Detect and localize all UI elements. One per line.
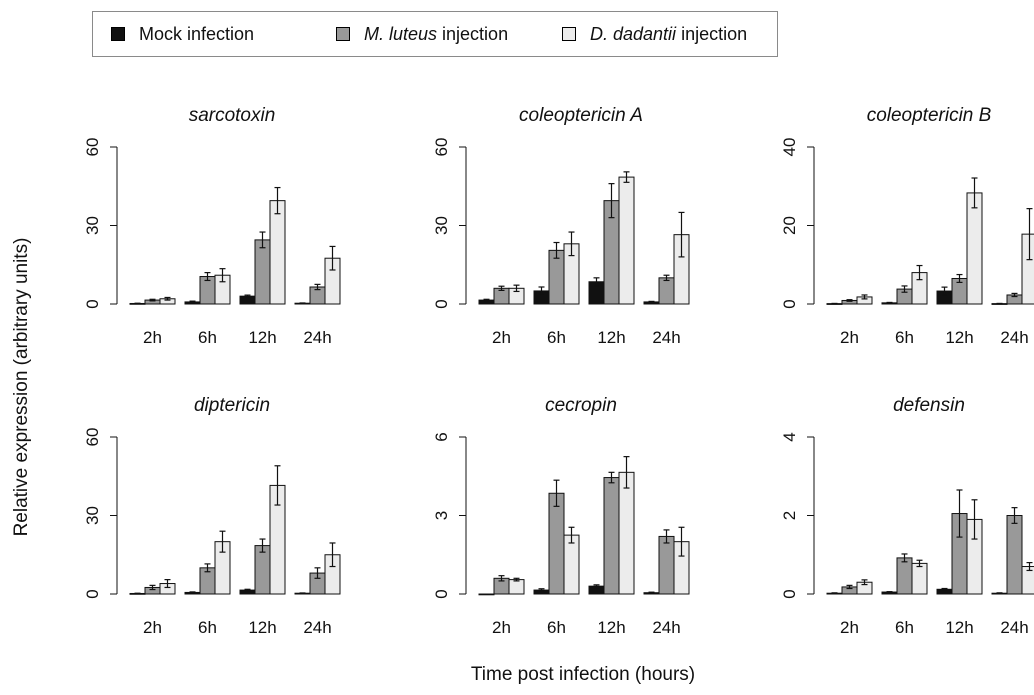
x-tick-label: 2h: [492, 618, 511, 637]
panel-title: coleoptericin A: [519, 105, 643, 126]
y-tick-label: 40: [780, 138, 799, 157]
y-tick-label: 0: [83, 299, 102, 308]
y-tick-label: 3: [432, 511, 451, 520]
bar: [658, 277, 675, 305]
x-axis-title: Time post infection (hours): [470, 664, 696, 685]
bar: [254, 545, 271, 595]
x-tick-label: 6h: [198, 328, 217, 347]
y-tick-label: 4: [780, 432, 799, 441]
legend-swatch-mock: [111, 27, 125, 41]
bar: [548, 492, 565, 595]
x-tick-label: 6h: [198, 618, 217, 637]
x-tick-label: 24h: [652, 328, 680, 347]
bar: [563, 534, 580, 595]
panel-defensin: defensin 0 2 4 2h 6h 12h 24h: [780, 395, 1034, 637]
x-tick-label: 6h: [547, 328, 566, 347]
bar: [966, 192, 983, 305]
panel-cecropin: cecropin 0 3 6 2h 6h 12h 24h: [432, 395, 690, 637]
y-tick-label: 2: [780, 511, 799, 520]
x-tick-label: 12h: [945, 328, 973, 347]
bar: [254, 239, 271, 305]
y-tick-label: 0: [780, 299, 799, 308]
y-tick-label: 6: [432, 432, 451, 441]
x-tick-label: 24h: [652, 618, 680, 637]
bar: [603, 477, 620, 595]
panel-title: defensin: [893, 395, 965, 416]
x-tick-label: 12h: [597, 328, 625, 347]
y-tick-label: 30: [83, 216, 102, 235]
panel-coleoptericin-A: coleoptericin A 0 30 60 2h 6h 12h 24h: [432, 105, 690, 347]
y-tick-label: 60: [83, 138, 102, 157]
y-tick-label: 20: [780, 216, 799, 235]
bar: [508, 579, 525, 595]
y-tick-label: 30: [432, 216, 451, 235]
legend-item-ddadantii: D. dadantii injection: [562, 12, 747, 56]
x-tick-label: 6h: [895, 328, 914, 347]
legend-item-mock: Mock infection: [111, 12, 254, 56]
x-tick-label: 12h: [248, 328, 276, 347]
x-tick-label: 2h: [840, 328, 859, 347]
panel-sarcotoxin: sarcotoxin 0 30 60 2h 6h 12h 24h: [83, 105, 341, 347]
legend-label-mluteus-italic: M. luteus: [364, 23, 438, 44]
x-tick-label: 24h: [303, 328, 331, 347]
x-tick-label: 12h: [945, 618, 973, 637]
legend-label-mock: Mock infection: [139, 23, 255, 44]
x-tick-label: 24h: [1000, 618, 1028, 637]
bar: [269, 200, 286, 305]
panel-title: coleoptericin B: [867, 105, 992, 126]
panel-diptericin: diptericin 0 30 60 2h 6h 12h 24h: [83, 395, 341, 637]
legend-item-mluteus: M. luteus injection: [336, 12, 508, 56]
panel-title: sarcotoxin: [189, 105, 276, 126]
x-tick-label: 12h: [597, 618, 625, 637]
x-tick-label: 2h: [492, 328, 511, 347]
x-tick-label: 24h: [1000, 328, 1028, 347]
y-tick-label: 60: [83, 428, 102, 447]
bar: [896, 557, 913, 595]
legend-swatch-ddadantii: [562, 27, 576, 41]
y-tick-label: 60: [432, 138, 451, 157]
y-tick-label: 0: [780, 589, 799, 598]
bar: [911, 562, 928, 595]
chart-legend: Mock infection M. luteus injection D. da…: [92, 11, 778, 57]
y-tick-label: 0: [83, 589, 102, 598]
legend-swatch-mluteus: [336, 27, 350, 41]
x-tick-label: 2h: [840, 618, 859, 637]
panel-title: diptericin: [194, 395, 270, 416]
bar: [1021, 233, 1034, 305]
x-tick-label: 24h: [303, 618, 331, 637]
y-tick-label: 0: [432, 299, 451, 308]
bar: [1006, 515, 1023, 595]
y-tick-label: 0: [432, 589, 451, 598]
x-tick-label: 6h: [547, 618, 566, 637]
x-tick-label: 2h: [143, 618, 162, 637]
panel-coleoptericin-B: coleoptericin B 0 20 40 2h 6h 12h 24h: [780, 105, 1034, 347]
legend-label-ddadantii: injection: [676, 23, 748, 44]
y-tick-label: 30: [83, 506, 102, 525]
bar: [618, 176, 635, 305]
bar: [618, 471, 635, 595]
legend-label-mluteus: injection: [437, 23, 509, 44]
x-tick-label: 12h: [248, 618, 276, 637]
bar: [478, 593, 495, 596]
legend-label-ddadantii-italic: D. dadantii: [590, 23, 677, 44]
x-tick-label: 6h: [895, 618, 914, 637]
x-tick-label: 2h: [143, 328, 162, 347]
panel-title: cecropin: [545, 395, 617, 416]
bar: [658, 535, 675, 595]
